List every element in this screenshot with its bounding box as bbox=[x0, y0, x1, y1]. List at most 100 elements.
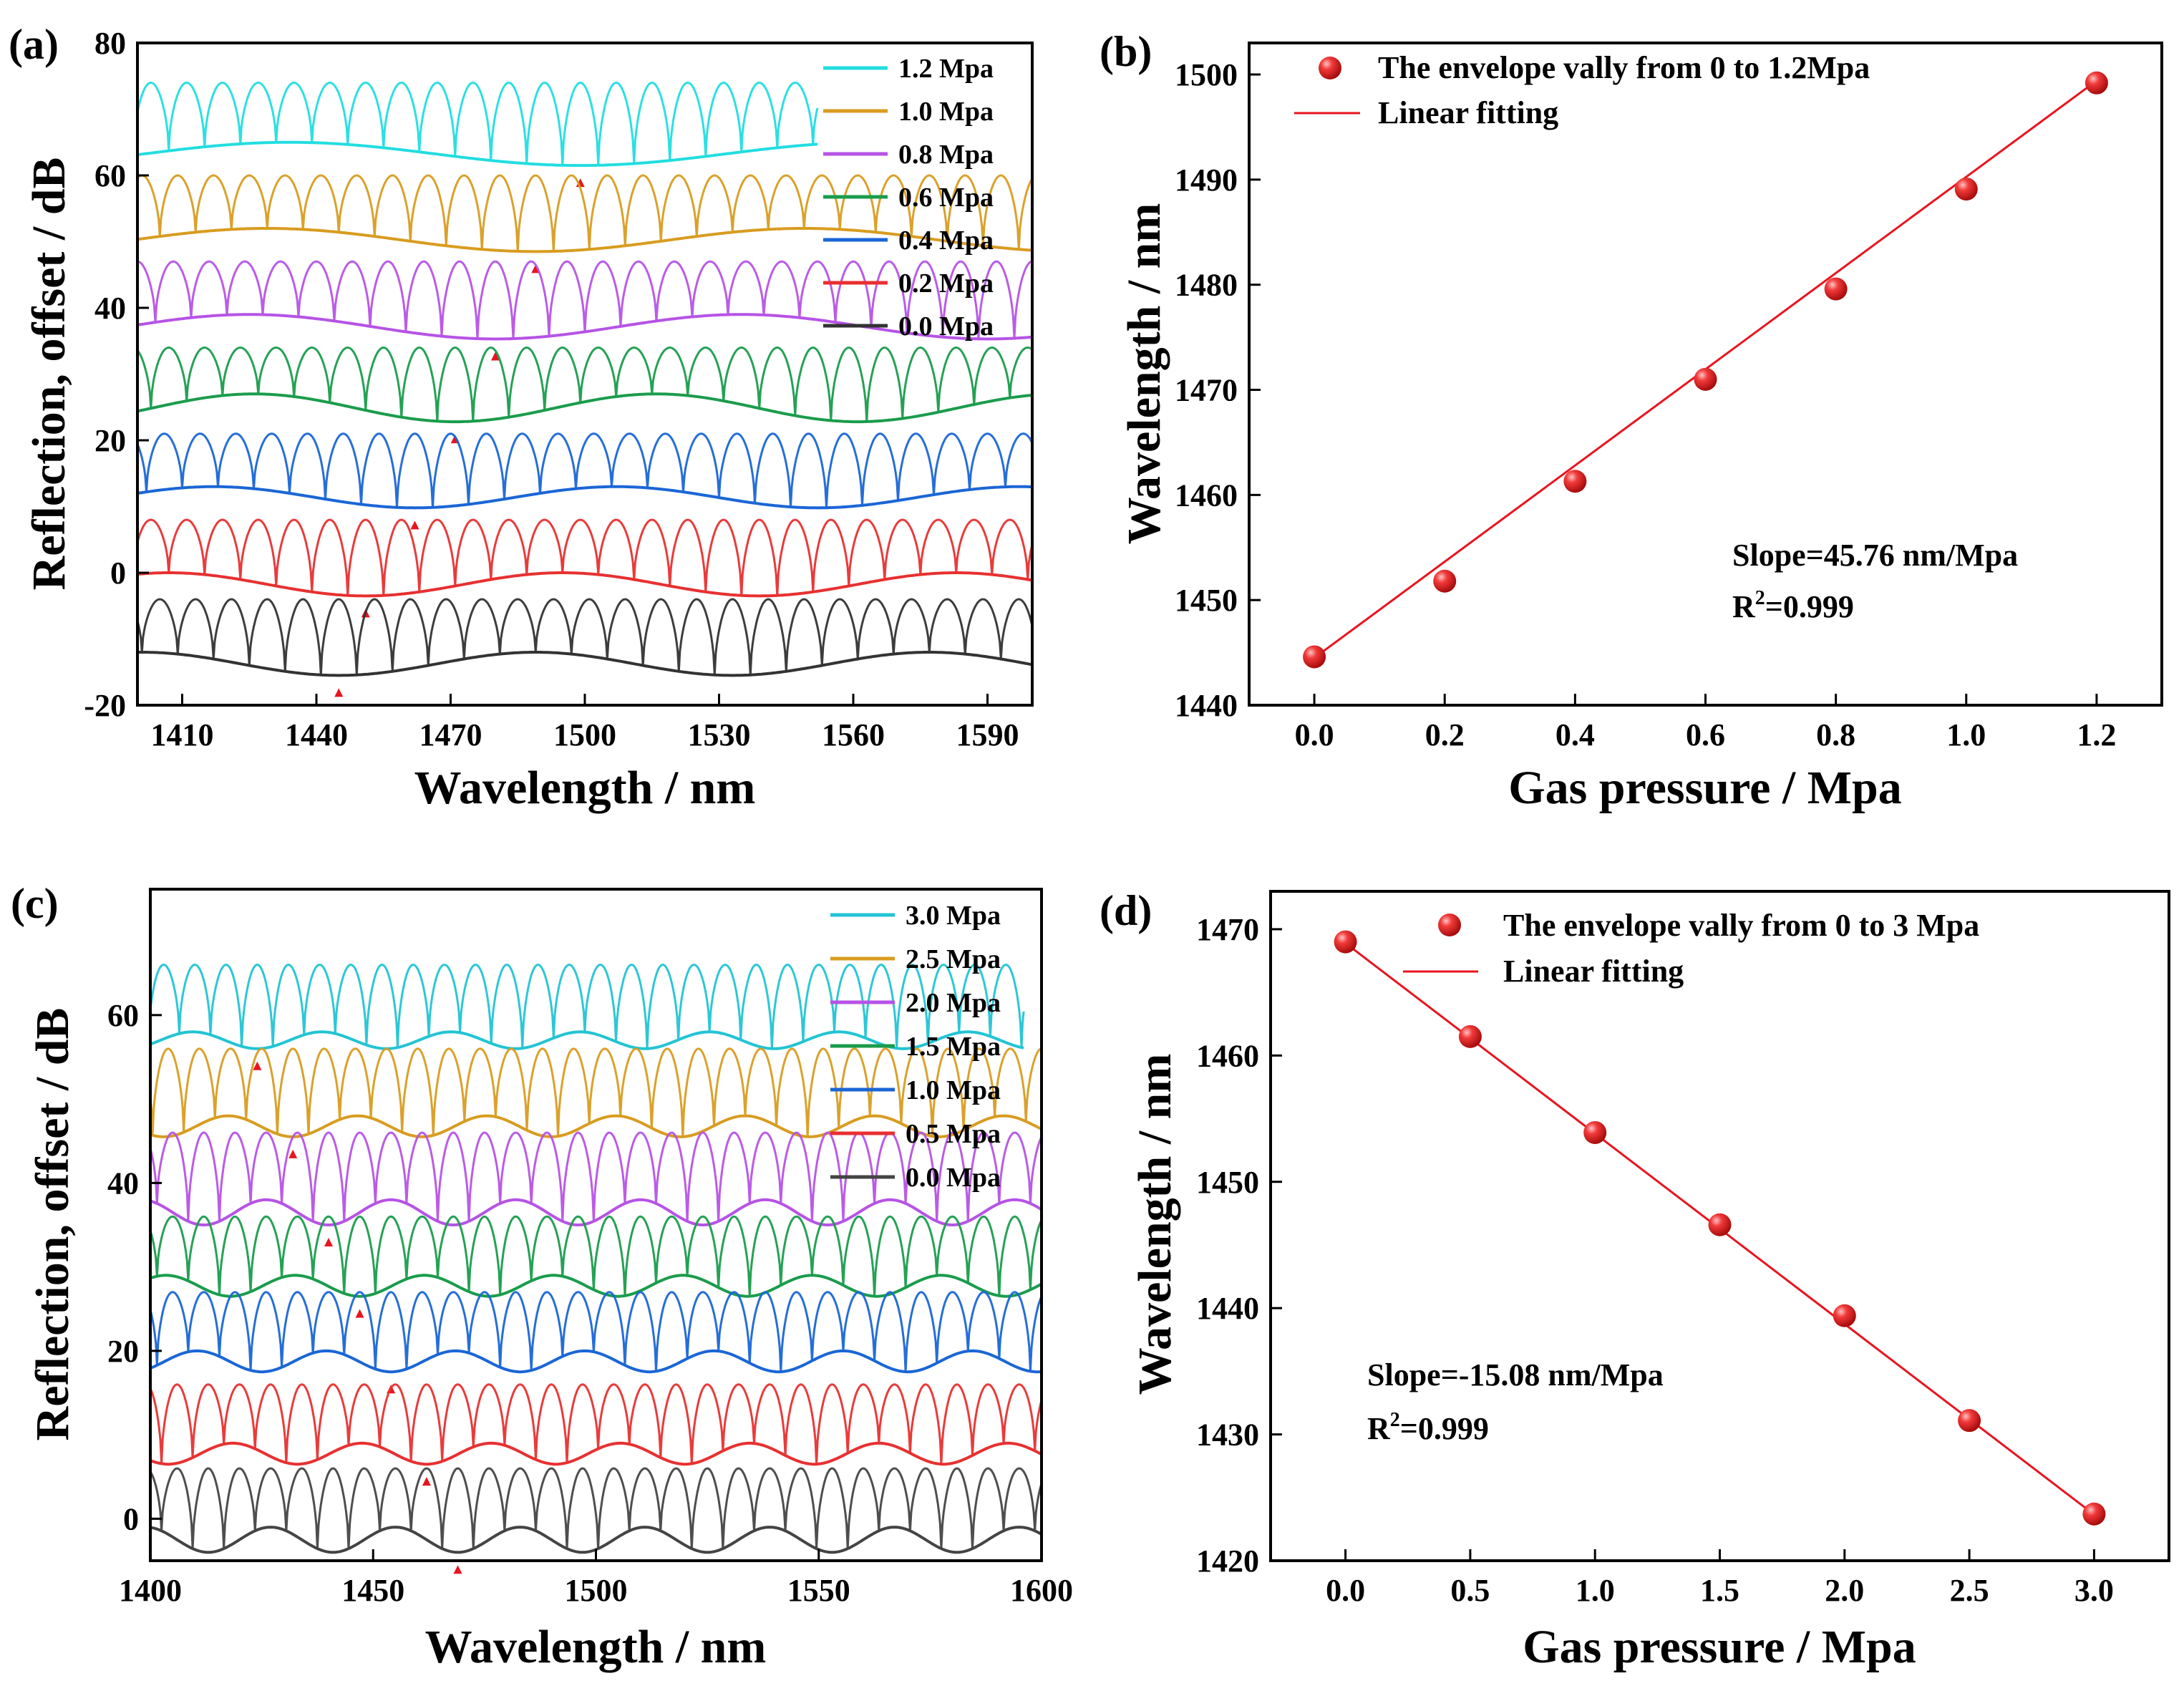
panel-a-ylabel: Reflection, offset / dB bbox=[23, 158, 75, 591]
d-ytick-label-2: 1440 bbox=[1196, 1291, 1259, 1326]
panel-b-ylabel: Wavelength / nm bbox=[1118, 203, 1170, 545]
b-xtick-label-6: 1.2 bbox=[2077, 717, 2116, 752]
a-series-4-fringe bbox=[136, 432, 1034, 508]
panel-b-slope-annotation: Slope=45.76 nm/Mpa bbox=[1732, 538, 2018, 573]
b-data-point-2 bbox=[1563, 470, 1587, 493]
d-ytick-label-1: 1430 bbox=[1196, 1418, 1259, 1453]
panel-b-xlabel: Gas pressure / Mpa bbox=[1508, 762, 1901, 814]
a-legend-label-5: 0.2 Mpa bbox=[898, 268, 994, 299]
a-series-5-envelope bbox=[137, 571, 1033, 598]
a-valley-marker-2 bbox=[491, 352, 500, 361]
b-ytick-label-2: 1460 bbox=[1175, 478, 1238, 513]
panel-d-slope-annotation: Slope=-15.08 nm/Mpa bbox=[1367, 1357, 1664, 1392]
a-xtick-label-2: 1470 bbox=[419, 717, 482, 752]
c-series-1-fringe bbox=[149, 1047, 1042, 1137]
c-series-5-fringe bbox=[149, 1383, 1043, 1465]
c-valley-marker-1 bbox=[288, 1149, 298, 1158]
d-ytick-label-0: 1420 bbox=[1196, 1544, 1259, 1579]
b-xtick-label-0: 0.0 bbox=[1295, 717, 1334, 752]
a-series-1-fringe bbox=[136, 174, 1034, 252]
panel-c-ylabel: Reflection, offset / dB bbox=[26, 1008, 79, 1441]
d-data-point-3 bbox=[1708, 1213, 1732, 1236]
panel-d-legend: The envelope vally from 0 to 3 Mpa Linea… bbox=[1403, 908, 1979, 989]
d-xtick-label-1: 0.5 bbox=[1450, 1573, 1490, 1608]
panel-b-legend-label-0: The envelope vally from 0 to 1.2Mpa bbox=[1378, 50, 1870, 85]
panel-d-r2-annotation: R2=0.999 bbox=[1367, 1409, 1489, 1446]
a-ytick-label-2: 20 bbox=[94, 423, 126, 458]
b-data-point-3 bbox=[1694, 367, 1717, 391]
a-series-6-envelope bbox=[137, 651, 1033, 677]
c-series-5-envelope bbox=[150, 1441, 1042, 1466]
b-xtick-label-4: 0.8 bbox=[1816, 717, 1855, 752]
c-series-1-envelope bbox=[150, 1114, 1042, 1138]
c-series-0-envelope bbox=[150, 1030, 1024, 1050]
a-ytick-label-5: 80 bbox=[94, 26, 126, 61]
b-xtick-label-3: 0.6 bbox=[1686, 717, 1725, 752]
panel-a-label: (a) bbox=[9, 21, 59, 68]
a-series-0-fringe bbox=[136, 81, 819, 165]
a-ytick-label-0: -20 bbox=[84, 688, 126, 723]
c-series-3-fringe bbox=[149, 1215, 1043, 1297]
panel-b-r2-annotation: R2=0.999 bbox=[1732, 587, 1854, 624]
c-xtick-label-0: 1400 bbox=[119, 1573, 182, 1608]
c-series-3-envelope bbox=[150, 1274, 1042, 1298]
a-valley-marker-6 bbox=[334, 688, 344, 697]
c-series-2-envelope bbox=[150, 1198, 1043, 1227]
c-series-4-envelope bbox=[150, 1349, 1042, 1374]
b-xtick-label-1: 0.2 bbox=[1425, 717, 1465, 752]
c-legend-label-0: 3.0 Mpa bbox=[906, 901, 1001, 931]
panel-b-legend-label-1: Linear fitting bbox=[1378, 95, 1558, 130]
a-xtick-label-5: 1560 bbox=[822, 717, 885, 752]
c-legend-label-6: 0.0 Mpa bbox=[906, 1163, 1001, 1193]
b-ytick-label-6: 1500 bbox=[1175, 57, 1238, 92]
panel-b-ticks: 0.0 0.2 0.4 0.6 0.8 1.0 1.2 1440 1450 1460 1470 148… bbox=[1175, 57, 2116, 752]
panel-a-ticks: 1410 1440 1470 1500 1530 1560 1590 -20 0 20 40 60 80 bbox=[84, 26, 1019, 752]
c-valley-marker-3 bbox=[355, 1309, 364, 1318]
c-valley-marker-0 bbox=[253, 1061, 262, 1070]
panel-c-plot-area bbox=[149, 963, 1043, 1574]
c-series-0-fringe bbox=[149, 963, 1025, 1049]
a-xtick-label-1: 1440 bbox=[285, 717, 348, 752]
d-data-point-0 bbox=[1334, 930, 1357, 954]
a-legend-label-3: 0.6 Mpa bbox=[898, 183, 994, 213]
a-series-0-envelope bbox=[137, 140, 818, 168]
c-series-4-fringe bbox=[149, 1291, 1043, 1372]
b-xtick-label-5: 1.0 bbox=[1946, 717, 1986, 752]
b-data-point-1 bbox=[1433, 569, 1457, 593]
c-ytick-label-1: 20 bbox=[107, 1334, 139, 1369]
b-ytick-label-1: 1450 bbox=[1175, 583, 1238, 618]
c-xtick-label-3: 1550 bbox=[787, 1573, 850, 1608]
d-ytick-label-3: 1450 bbox=[1196, 1165, 1259, 1200]
b-ytick-label-0: 1440 bbox=[1175, 688, 1238, 723]
a-legend-label-1: 1.0 Mpa bbox=[898, 97, 994, 127]
c-valley-marker-5 bbox=[422, 1477, 431, 1486]
panel-d-ylabel: Wavelength / nm bbox=[1129, 1054, 1181, 1395]
a-xtick-label-0: 1410 bbox=[151, 717, 214, 752]
a-legend-label-2: 0.8 Mpa bbox=[898, 140, 994, 170]
panel-d-xlabel: Gas pressure / Mpa bbox=[1523, 1621, 1916, 1673]
c-xtick-label-1: 1450 bbox=[341, 1573, 404, 1608]
c-ytick-label-3: 60 bbox=[107, 998, 139, 1033]
panel-d-legend-label-0: The envelope vally from 0 to 3 Mpa bbox=[1503, 908, 1979, 943]
panel-b-label: (b) bbox=[1100, 28, 1152, 75]
b-data-point-4 bbox=[1824, 277, 1848, 301]
a-legend-label-4: 0.4 Mpa bbox=[898, 226, 994, 256]
a-ytick-label-4: 60 bbox=[94, 158, 126, 193]
panel-d-linear-fit: (d) 0.0 0.5 1.0 1.5 2.0 2.5 3.0 1420 1430 1440 145… bbox=[1100, 887, 2170, 1673]
a-xtick-label-4: 1530 bbox=[688, 717, 751, 752]
d-xtick-label-5: 2.5 bbox=[1950, 1573, 1989, 1608]
panel-a-plot-area bbox=[136, 81, 1034, 697]
c-xtick-label-2: 1500 bbox=[565, 1573, 628, 1608]
a-series-4-envelope bbox=[137, 485, 1033, 510]
c-ytick-label-0: 0 bbox=[123, 1501, 139, 1536]
c-legend-label-2: 2.0 Mpa bbox=[906, 988, 1001, 1018]
a-ytick-label-3: 40 bbox=[94, 291, 126, 326]
a-series-1-envelope bbox=[137, 227, 1033, 253]
c-legend-label-4: 1.0 Mpa bbox=[906, 1075, 1001, 1105]
a-legend-label-6: 0.0 Mpa bbox=[898, 311, 994, 341]
panel-c-xlabel: Wavelength / nm bbox=[425, 1621, 767, 1673]
d-xtick-label-4: 2.0 bbox=[1825, 1573, 1864, 1608]
d-data-point-1 bbox=[1458, 1024, 1482, 1048]
b-xtick-label-2: 0.4 bbox=[1556, 717, 1595, 752]
